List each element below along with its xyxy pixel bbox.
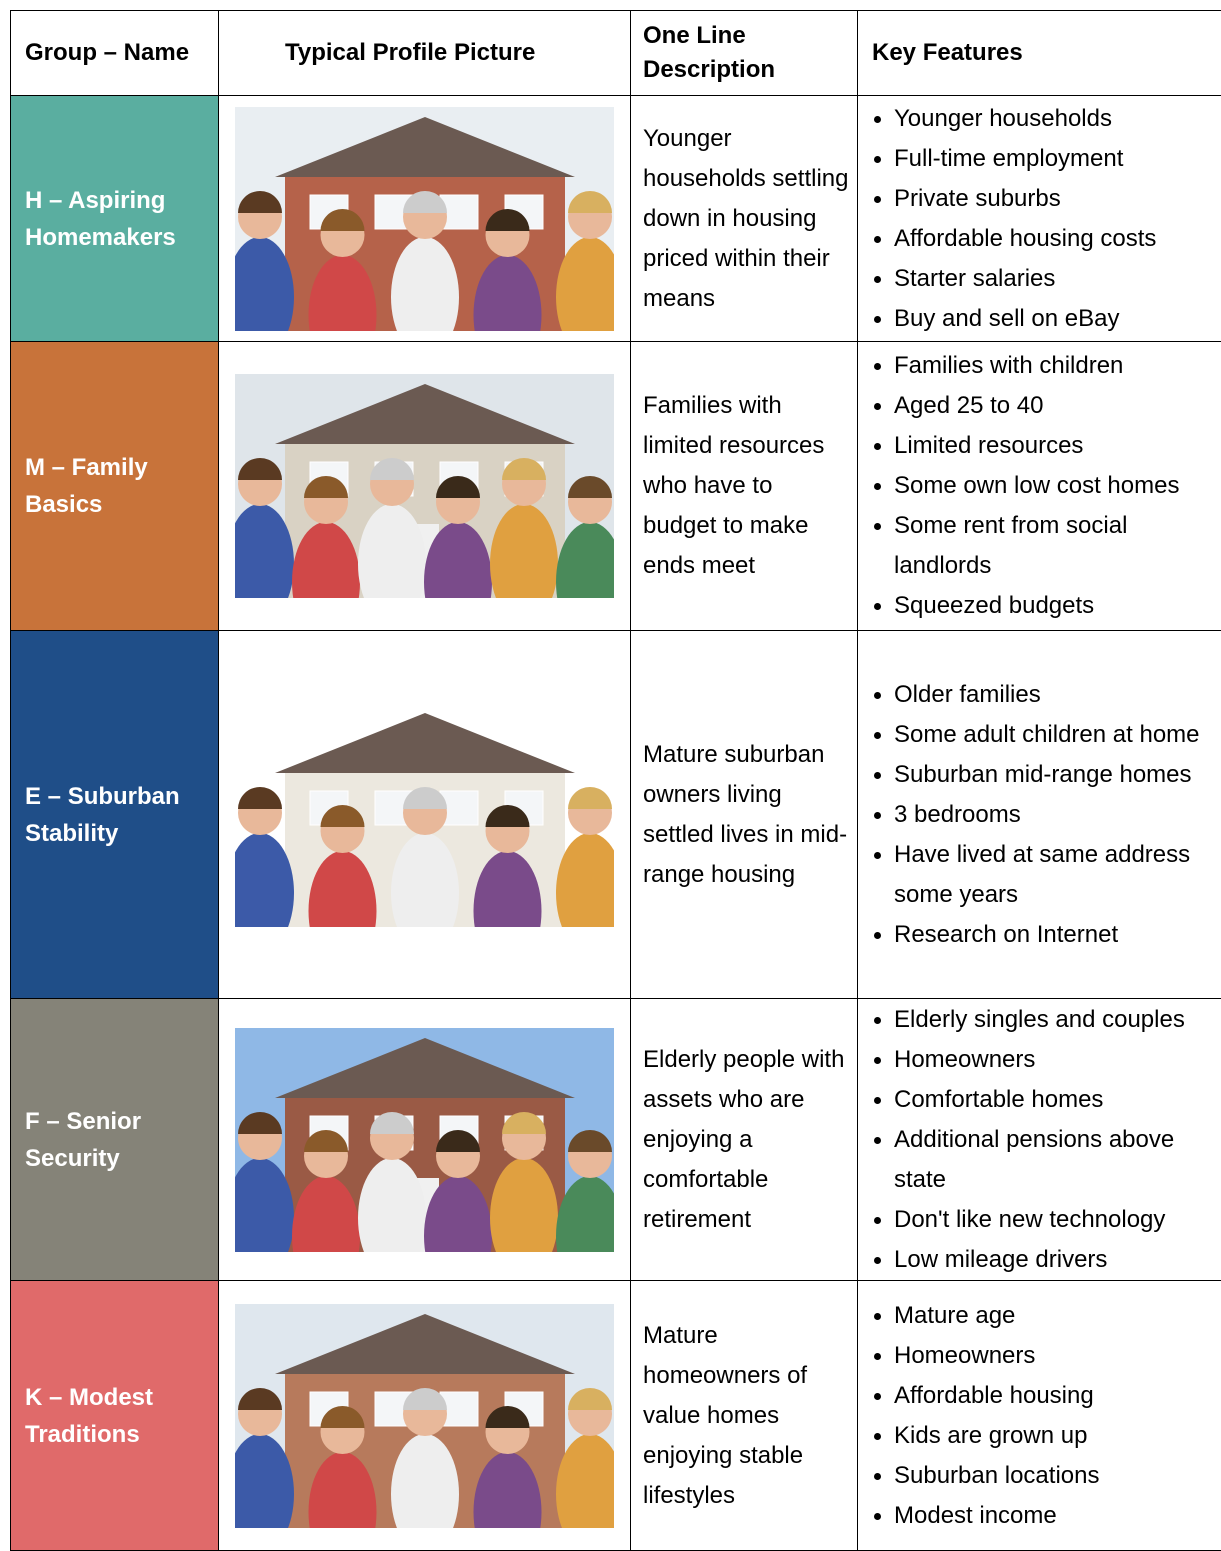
feature: Squeezed budgets (866, 586, 1215, 626)
profile-picture (235, 1304, 614, 1528)
profile-picture-cell (219, 631, 631, 999)
feature: Homeowners (866, 1040, 1215, 1080)
profile-picture-cell (219, 96, 631, 342)
feature: Suburban mid-range homes (866, 755, 1215, 795)
feature: Affordable housing costs (866, 219, 1215, 259)
feature: Aged 25 to 40 (866, 386, 1215, 426)
feature: Homeowners (866, 1336, 1215, 1376)
feature: Limited resources (866, 426, 1215, 466)
table-row: H – Aspiring Homemakers Younger household… (11, 96, 1221, 342)
feature: Some own low cost homes (866, 466, 1215, 506)
feature: Have lived at same address some years (866, 835, 1215, 915)
feature: Buy and sell on eBay (866, 299, 1215, 339)
description: Mature suburban owners living settled li… (631, 631, 858, 999)
feature: Low mileage drivers (866, 1240, 1215, 1280)
group-name: H – Aspiring Homemakers (11, 96, 219, 342)
feature: Kids are grown up (866, 1416, 1215, 1456)
feature: Additional pensions above state (866, 1120, 1215, 1200)
feature: Research on Internet (866, 915, 1215, 955)
table-row: F – Senior Security Elderly people with a… (11, 999, 1221, 1281)
feature: Modest income (866, 1496, 1215, 1536)
feature: Suburban locations (866, 1456, 1215, 1496)
feature: Full-time employment (866, 139, 1215, 179)
column-header: Group – Name (11, 11, 219, 96)
table-row: M – Family Basics Families with limited r… (11, 342, 1221, 631)
feature: Private suburbs (866, 179, 1215, 219)
profile-picture (235, 107, 614, 331)
feature: Families with children (866, 346, 1215, 386)
group-name: E – Suburban Stability (11, 631, 219, 999)
group-name: K – Modest Traditions (11, 1281, 219, 1551)
column-header: Typical Profile Picture (219, 11, 631, 96)
table-row: E – Suburban Stability Mature suburban ow… (11, 631, 1221, 999)
profile-picture-cell (219, 342, 631, 631)
group-name: F – Senior Security (11, 999, 219, 1281)
feature: Older families (866, 675, 1215, 715)
feature: Don't like new technology (866, 1200, 1215, 1240)
table-row: K – Modest Traditions Mature homeowners o… (11, 1281, 1221, 1551)
header-row: Group – Name Typical Profile Picture One… (11, 11, 1221, 96)
feature: 3 bedrooms (866, 795, 1215, 835)
profile-picture (235, 374, 614, 598)
description: Elderly people with assets who are enjoy… (631, 999, 858, 1281)
description: Younger households settling down in hous… (631, 96, 858, 342)
feature: Comfortable homes (866, 1080, 1215, 1120)
table: Group – Name Typical Profile Picture One… (10, 10, 1221, 1551)
feature: Some adult children at home (866, 715, 1215, 755)
feature: Elderly singles and couples (866, 1000, 1215, 1040)
profile-picture-cell (219, 1281, 631, 1551)
feature: Some rent from social landlords (866, 506, 1215, 586)
feature: Younger households (866, 99, 1215, 139)
profile-picture (235, 703, 614, 927)
profile-picture (235, 1028, 614, 1252)
table-wrap: Group – Name Typical Profile Picture One… (10, 10, 1221, 1551)
feature: Affordable housing (866, 1376, 1215, 1416)
description: Families with limited resources who have… (631, 342, 858, 631)
feature: Mature age (866, 1296, 1215, 1336)
group-name: M – Family Basics (11, 342, 219, 631)
feature: Starter salaries (866, 259, 1215, 299)
column-header: One Line Description (631, 11, 858, 96)
profile-picture-cell (219, 999, 631, 1281)
description: Mature homeowners of value homes enjoyin… (631, 1281, 858, 1551)
column-header: Key Features (858, 11, 1221, 96)
